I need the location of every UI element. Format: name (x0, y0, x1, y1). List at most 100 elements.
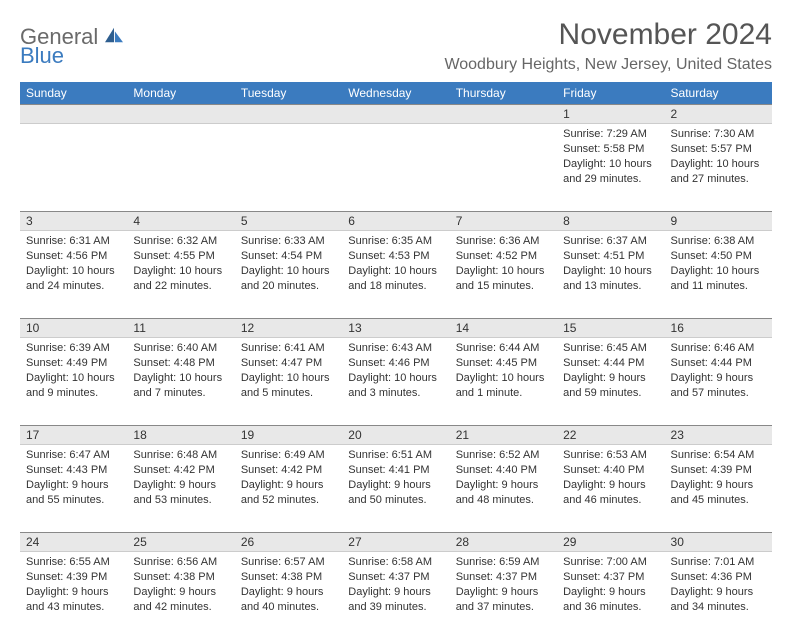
sunrise-text: Sunrise: 6:39 AM (26, 341, 121, 356)
sunset-text: Sunset: 4:42 PM (241, 463, 336, 478)
day-cell: Sunrise: 6:47 AMSunset: 4:43 PMDaylight:… (20, 445, 127, 533)
sunset-text: Sunset: 4:46 PM (348, 356, 443, 371)
day-details: Sunrise: 6:59 AMSunset: 4:37 PMDaylight:… (450, 552, 557, 620)
day-cell: Sunrise: 6:54 AMSunset: 4:39 PMDaylight:… (665, 445, 772, 533)
day-cell: Sunrise: 7:00 AMSunset: 4:37 PMDaylight:… (557, 552, 664, 640)
daylight-text-line2: and 40 minutes. (241, 600, 336, 615)
sunrise-text: Sunrise: 6:40 AM (133, 341, 228, 356)
sunrise-text: Sunrise: 6:35 AM (348, 234, 443, 249)
sunrise-text: Sunrise: 6:47 AM (26, 448, 121, 463)
daylight-text-line1: Daylight: 9 hours (133, 478, 228, 493)
sunset-text: Sunset: 5:58 PM (563, 142, 658, 157)
sunset-text: Sunset: 4:38 PM (133, 570, 228, 585)
sunrise-text: Sunrise: 6:43 AM (348, 341, 443, 356)
day-details: Sunrise: 6:43 AMSunset: 4:46 PMDaylight:… (342, 338, 449, 406)
sunset-text: Sunset: 4:37 PM (456, 570, 551, 585)
day-number-cell: 8 (557, 212, 664, 231)
day-cell: Sunrise: 6:48 AMSunset: 4:42 PMDaylight:… (127, 445, 234, 533)
sunset-text: Sunset: 4:44 PM (671, 356, 766, 371)
sunrise-text: Sunrise: 6:59 AM (456, 555, 551, 570)
day-number-cell: 5 (235, 212, 342, 231)
day-number-row: 10111213141516 (20, 319, 772, 338)
daylight-text-line1: Daylight: 9 hours (26, 585, 121, 600)
daylight-text-line1: Daylight: 10 hours (563, 157, 658, 172)
daylight-text-line1: Daylight: 9 hours (456, 478, 551, 493)
day-number-cell: 19 (235, 426, 342, 445)
daylight-text-line1: Daylight: 9 hours (133, 585, 228, 600)
week-content-row: Sunrise: 6:39 AMSunset: 4:49 PMDaylight:… (20, 338, 772, 426)
day-cell: Sunrise: 6:38 AMSunset: 4:50 PMDaylight:… (665, 231, 772, 319)
sunset-text: Sunset: 4:45 PM (456, 356, 551, 371)
sunrise-text: Sunrise: 6:36 AM (456, 234, 551, 249)
sunrise-text: Sunrise: 6:56 AM (133, 555, 228, 570)
logo-text-block: General Blue (20, 26, 125, 67)
sunset-text: Sunset: 5:57 PM (671, 142, 766, 157)
day-details: Sunrise: 6:35 AMSunset: 4:53 PMDaylight:… (342, 231, 449, 299)
daylight-text-line2: and 20 minutes. (241, 279, 336, 294)
page-header: General Blue November 2024 Woodbury Heig… (20, 18, 772, 74)
daylight-text-line2: and 55 minutes. (26, 493, 121, 508)
daylight-text-line1: Daylight: 9 hours (348, 478, 443, 493)
day-cell: Sunrise: 6:36 AMSunset: 4:52 PMDaylight:… (450, 231, 557, 319)
day-details: Sunrise: 6:53 AMSunset: 4:40 PMDaylight:… (557, 445, 664, 513)
daylight-text-line2: and 43 minutes. (26, 600, 121, 615)
day-cell: Sunrise: 6:32 AMSunset: 4:55 PMDaylight:… (127, 231, 234, 319)
sunset-text: Sunset: 4:56 PM (26, 249, 121, 264)
day-details: Sunrise: 6:40 AMSunset: 4:48 PMDaylight:… (127, 338, 234, 406)
daylight-text-line1: Daylight: 9 hours (671, 371, 766, 386)
day-details: Sunrise: 6:47 AMSunset: 4:43 PMDaylight:… (20, 445, 127, 513)
day-details: Sunrise: 6:45 AMSunset: 4:44 PMDaylight:… (557, 338, 664, 406)
sunset-text: Sunset: 4:47 PM (241, 356, 336, 371)
day-cell: Sunrise: 6:39 AMSunset: 4:49 PMDaylight:… (20, 338, 127, 426)
day-details: Sunrise: 6:48 AMSunset: 4:42 PMDaylight:… (127, 445, 234, 513)
day-number-cell: 11 (127, 319, 234, 338)
day-cell: Sunrise: 6:49 AMSunset: 4:42 PMDaylight:… (235, 445, 342, 533)
sunset-text: Sunset: 4:42 PM (133, 463, 228, 478)
sunset-text: Sunset: 4:40 PM (563, 463, 658, 478)
day-number-cell: 22 (557, 426, 664, 445)
daylight-text-line2: and 9 minutes. (26, 386, 121, 401)
daylight-text-line1: Daylight: 10 hours (241, 264, 336, 279)
day-details: Sunrise: 6:51 AMSunset: 4:41 PMDaylight:… (342, 445, 449, 513)
sunrise-text: Sunrise: 7:00 AM (563, 555, 658, 570)
sunrise-text: Sunrise: 6:52 AM (456, 448, 551, 463)
day-number-cell: 30 (665, 533, 772, 552)
sunset-text: Sunset: 4:37 PM (348, 570, 443, 585)
day-cell: Sunrise: 6:45 AMSunset: 4:44 PMDaylight:… (557, 338, 664, 426)
day-cell: Sunrise: 6:40 AMSunset: 4:48 PMDaylight:… (127, 338, 234, 426)
daylight-text-line1: Daylight: 9 hours (563, 478, 658, 493)
daylight-text-line1: Daylight: 10 hours (26, 264, 121, 279)
day-number-cell: 28 (450, 533, 557, 552)
daylight-text-line1: Daylight: 9 hours (348, 585, 443, 600)
day-number-cell: 2 (665, 105, 772, 124)
day-number-cell: 9 (665, 212, 772, 231)
day-number-row: 24252627282930 (20, 533, 772, 552)
sunset-text: Sunset: 4:51 PM (563, 249, 658, 264)
day-details: Sunrise: 6:46 AMSunset: 4:44 PMDaylight:… (665, 338, 772, 406)
day-number-cell (235, 105, 342, 124)
daylight-text-line2: and 22 minutes. (133, 279, 228, 294)
day-cell: Sunrise: 6:43 AMSunset: 4:46 PMDaylight:… (342, 338, 449, 426)
sunset-text: Sunset: 4:43 PM (26, 463, 121, 478)
sunrise-text: Sunrise: 6:53 AM (563, 448, 658, 463)
day-details: Sunrise: 6:44 AMSunset: 4:45 PMDaylight:… (450, 338, 557, 406)
day-number-cell: 10 (20, 319, 127, 338)
daylight-text-line2: and 52 minutes. (241, 493, 336, 508)
daylight-text-line2: and 36 minutes. (563, 600, 658, 615)
day-cell (235, 124, 342, 212)
day-cell: Sunrise: 7:01 AMSunset: 4:36 PMDaylight:… (665, 552, 772, 640)
weekday-header: Thursday (450, 82, 557, 105)
daylight-text-line2: and 42 minutes. (133, 600, 228, 615)
daylight-text-line1: Daylight: 10 hours (26, 371, 121, 386)
sunrise-text: Sunrise: 7:30 AM (671, 127, 766, 142)
day-cell (450, 124, 557, 212)
day-cell: Sunrise: 6:41 AMSunset: 4:47 PMDaylight:… (235, 338, 342, 426)
sunset-text: Sunset: 4:52 PM (456, 249, 551, 264)
daylight-text-line1: Daylight: 9 hours (671, 478, 766, 493)
day-number-cell: 14 (450, 319, 557, 338)
daylight-text-line2: and 45 minutes. (671, 493, 766, 508)
daylight-text-line2: and 1 minute. (456, 386, 551, 401)
daylight-text-line1: Daylight: 10 hours (133, 264, 228, 279)
day-details: Sunrise: 6:55 AMSunset: 4:39 PMDaylight:… (20, 552, 127, 620)
day-cell: Sunrise: 6:53 AMSunset: 4:40 PMDaylight:… (557, 445, 664, 533)
